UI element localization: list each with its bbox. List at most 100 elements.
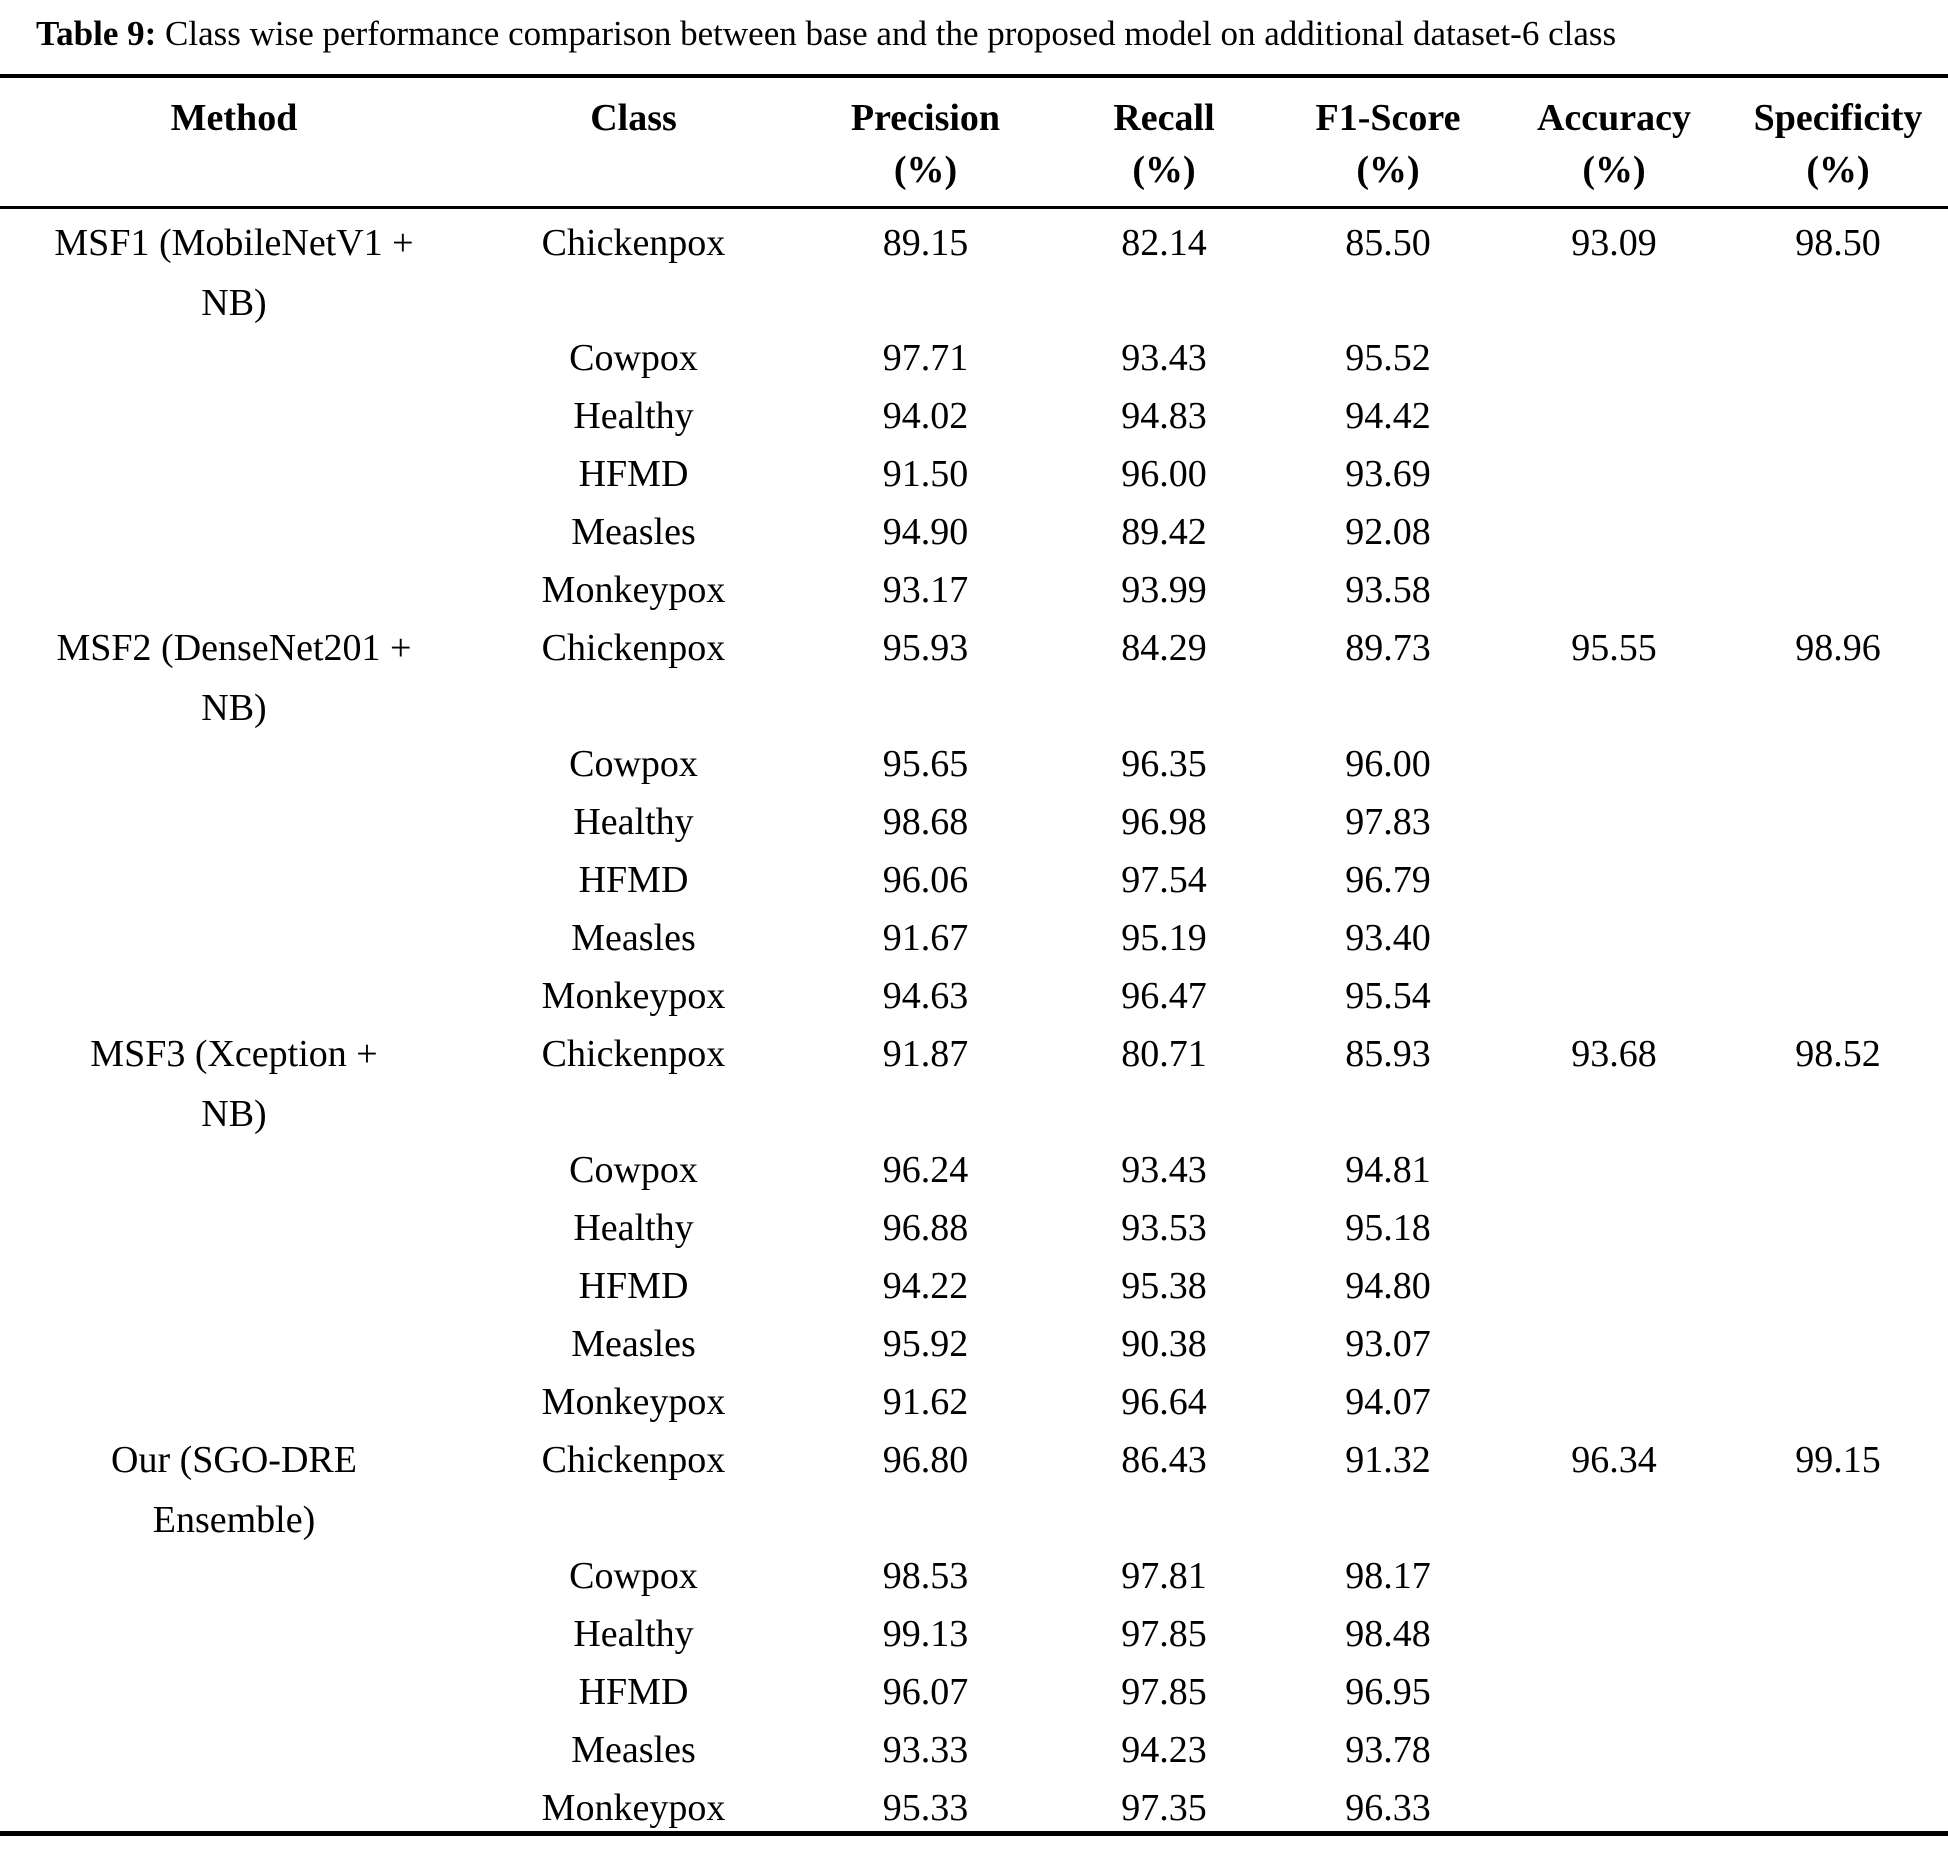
precision-cell: 94.02 xyxy=(882,394,969,437)
method-name-line1: Our (SGO-DRE xyxy=(111,1438,357,1481)
f1-cell: 89.73 xyxy=(1345,626,1431,669)
recall-cell: 84.29 xyxy=(1121,626,1207,669)
table-row: MSF2 (DenseNet201 + NB) Chickenpox 95.93… xyxy=(0,614,1948,730)
recall-cell: 95.19 xyxy=(1121,916,1207,959)
precision-cell: 98.68 xyxy=(882,800,969,843)
col-header-unit: (%) xyxy=(1806,149,1870,191)
f1-cell: 95.52 xyxy=(1345,336,1431,379)
table-row: Monkeypox 94.63 96.47 95.54 xyxy=(0,962,1948,1020)
f1-cell: 95.18 xyxy=(1345,1206,1431,1249)
precision-cell: 96.80 xyxy=(882,1438,969,1481)
class-cell: Chickenpox xyxy=(541,1438,726,1481)
header-row: Method Class Precision (%) Recall (%) F1-S… xyxy=(0,76,1948,209)
class-cell: HFMD xyxy=(578,452,689,495)
precision-cell: 95.92 xyxy=(882,1322,969,1365)
method-cell: Our (SGO-DRE Ensemble) xyxy=(0,1426,468,1834)
f1-cell: 93.69 xyxy=(1345,452,1431,495)
col-header-precision: Precision (%) xyxy=(799,76,1052,209)
table-row: Measles 94.90 89.42 92.08 xyxy=(0,498,1948,556)
recall-cell: 93.99 xyxy=(1121,568,1207,611)
table-row: Cowpox 97.71 93.43 95.52 xyxy=(0,324,1948,382)
accuracy-cell: 96.34 xyxy=(1571,1438,1657,1481)
recall-cell: 96.00 xyxy=(1121,452,1207,495)
class-cell: Measles xyxy=(571,1322,696,1365)
method-name-line2: NB) xyxy=(201,686,267,729)
table-row: HFMD 91.50 96.00 93.69 xyxy=(0,440,1948,498)
precision-cell: 96.24 xyxy=(882,1148,969,1191)
f1-cell: 96.33 xyxy=(1345,1786,1431,1829)
method-name-line2: Ensemble) xyxy=(152,1498,316,1541)
recall-cell: 97.85 xyxy=(1121,1670,1207,1713)
specificity-cell: 98.52 xyxy=(1795,1032,1881,1075)
col-header-label: Recall xyxy=(1113,97,1215,139)
col-header-label: F1-Score xyxy=(1315,97,1461,139)
precision-cell: 95.65 xyxy=(882,742,969,785)
class-cell: Cowpox xyxy=(569,1554,698,1597)
table-row: MSF1 (MobileNetV1 + NB) Chickenpox 89.15… xyxy=(0,208,1948,324)
accuracy-cell: 93.09 xyxy=(1571,222,1657,264)
f1-cell: 92.08 xyxy=(1345,510,1431,553)
class-cell: Cowpox xyxy=(569,336,698,379)
precision-cell: 96.06 xyxy=(882,858,969,901)
recall-cell: 97.54 xyxy=(1121,858,1207,901)
precision-cell: 94.90 xyxy=(882,510,969,553)
precision-cell: 93.33 xyxy=(882,1728,969,1771)
recall-cell: 94.23 xyxy=(1121,1728,1207,1771)
precision-cell: 91.67 xyxy=(882,916,969,959)
table-row: Measles 95.92 90.38 93.07 xyxy=(0,1310,1948,1368)
performance-table: Method Class Precision (%) Recall (%) F1-S… xyxy=(0,74,1948,1836)
f1-cell: 93.07 xyxy=(1345,1322,1431,1365)
accuracy-cell: 93.68 xyxy=(1571,1032,1657,1075)
precision-cell: 96.88 xyxy=(882,1206,969,1249)
method-cell: MSF2 (DenseNet201 + NB) xyxy=(0,614,468,1020)
class-cell: Monkeypox xyxy=(541,568,726,611)
f1-cell: 93.58 xyxy=(1345,568,1431,611)
col-header-unit: (%) xyxy=(1582,149,1646,191)
recall-cell: 80.71 xyxy=(1121,1032,1207,1075)
f1-cell: 91.32 xyxy=(1345,1438,1431,1481)
table-row: HFMD 96.06 97.54 96.79 xyxy=(0,846,1948,904)
class-cell: Monkeypox xyxy=(541,1786,726,1829)
table-row: HFMD 96.07 97.85 96.95 xyxy=(0,1658,1948,1716)
f1-cell: 94.80 xyxy=(1345,1264,1431,1307)
class-cell: HFMD xyxy=(578,858,689,901)
recall-cell: 93.43 xyxy=(1121,336,1207,379)
precision-cell: 98.53 xyxy=(882,1554,969,1597)
col-header-accuracy: Accuracy (%) xyxy=(1500,76,1728,209)
f1-cell: 85.93 xyxy=(1345,1032,1431,1075)
specificity-cell: 98.50 xyxy=(1795,222,1881,264)
method-cell: MSF1 (MobileNetV1 + NB) xyxy=(0,208,468,614)
method-cell: MSF3 (Xception + NB) xyxy=(0,1020,468,1426)
precision-cell: 91.87 xyxy=(882,1032,969,1075)
table-row: Healthy 96.88 93.53 95.18 xyxy=(0,1194,1948,1252)
class-cell: Measles xyxy=(571,916,696,959)
method-name-line2: NB) xyxy=(201,1092,267,1135)
method-name-line2: NB) xyxy=(201,282,267,324)
class-cell: Cowpox xyxy=(569,1148,698,1191)
col-header-recall: Recall (%) xyxy=(1052,76,1276,209)
precision-cell: 95.33 xyxy=(882,1786,969,1829)
col-header-class: Class xyxy=(468,76,799,209)
class-cell: Healthy xyxy=(573,800,694,843)
col-header-specificity: Specificity (%) xyxy=(1728,76,1948,209)
f1-cell: 97.83 xyxy=(1345,800,1431,843)
class-cell: Monkeypox xyxy=(541,1380,726,1423)
table-row: Measles 91.67 95.19 93.40 xyxy=(0,904,1948,962)
class-cell: Chickenpox xyxy=(541,1032,726,1075)
precision-cell: 94.22 xyxy=(882,1264,969,1307)
table-row: Our (SGO-DRE Ensemble) Chickenpox 96.80 … xyxy=(0,1426,1948,1542)
class-cell: Measles xyxy=(571,1728,696,1771)
class-cell: Healthy xyxy=(573,394,694,437)
recall-cell: 82.14 xyxy=(1121,222,1207,264)
col-header-label: Method xyxy=(170,97,298,139)
f1-cell: 98.48 xyxy=(1345,1612,1431,1655)
class-cell: HFMD xyxy=(578,1670,689,1713)
table-row: Healthy 98.68 96.98 97.83 xyxy=(0,788,1948,846)
table-caption-label: Table 9: xyxy=(36,14,157,53)
table-row: Monkeypox 91.62 96.64 94.07 xyxy=(0,1368,1948,1426)
table-row: Monkeypox 95.33 97.35 96.33 xyxy=(0,1774,1948,1834)
recall-cell: 89.42 xyxy=(1121,510,1207,553)
recall-cell: 95.38 xyxy=(1121,1264,1207,1307)
method-name-line1: MSF1 (MobileNetV1 + xyxy=(54,222,414,264)
col-header-unit: (%) xyxy=(1356,149,1420,191)
